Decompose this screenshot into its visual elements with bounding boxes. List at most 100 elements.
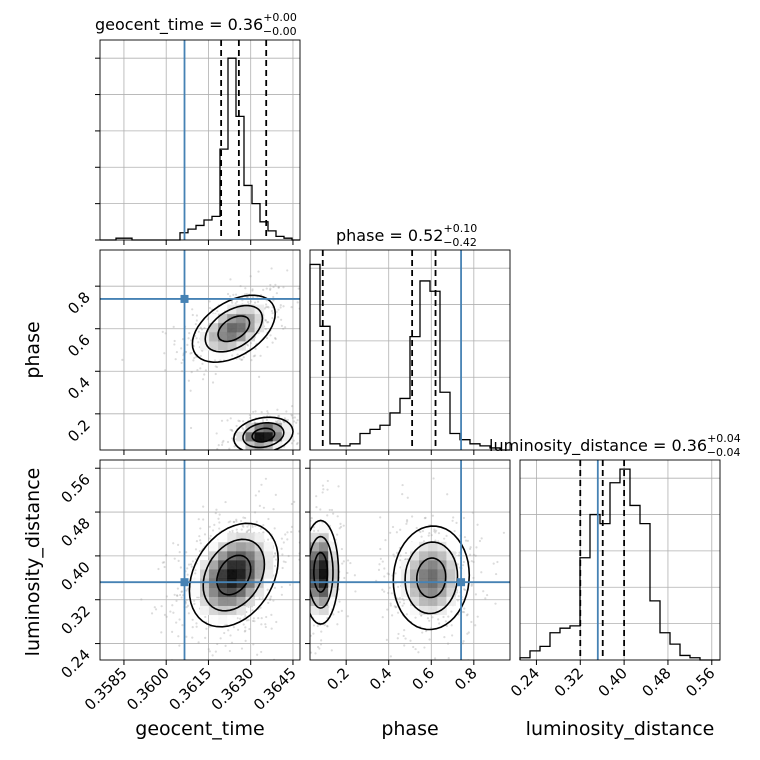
scatter-point <box>318 647 321 650</box>
ylabel-phase: phase <box>22 321 44 378</box>
scatter-point <box>227 629 230 632</box>
scatter-panel-geocent_time-phase: 0.2 0.4 0.6 0.8 <box>64 249 308 463</box>
scatter-point <box>306 435 308 437</box>
density-cell <box>263 550 274 561</box>
scatter-point <box>297 432 300 435</box>
scatter-point <box>445 624 449 628</box>
density-cell <box>236 560 246 570</box>
density-cell <box>254 532 265 543</box>
scatter-point <box>323 623 326 627</box>
scatter-point <box>428 619 431 622</box>
scatter-point <box>205 627 208 630</box>
scatter-point <box>181 624 184 627</box>
scatter-point <box>269 283 272 287</box>
scatter-point <box>406 558 409 561</box>
scatter-point <box>251 525 254 528</box>
scatter-point <box>397 632 400 636</box>
scatter-point <box>271 316 274 320</box>
scatter-point <box>229 520 232 523</box>
scatter-point <box>121 358 124 362</box>
scatter-point <box>282 286 285 289</box>
scatter-point <box>476 523 479 526</box>
scatter-point <box>320 639 323 642</box>
scatter-point <box>395 531 398 534</box>
scatter-point <box>389 604 392 607</box>
scatter-point <box>461 642 465 645</box>
scatter-point <box>307 609 309 611</box>
density-cell <box>328 541 338 552</box>
scatter-point <box>461 564 465 567</box>
scatter-point <box>470 584 473 587</box>
scatter-point <box>346 571 349 575</box>
y-tick-label-luminosity_distance: 0.40 <box>57 558 93 594</box>
scatter-point <box>201 378 205 381</box>
scatter-point <box>424 630 428 633</box>
scatter-point <box>437 532 441 535</box>
density-cell <box>209 605 219 616</box>
scatter-point <box>427 534 430 537</box>
scatter-point <box>396 597 399 600</box>
scatter-point <box>337 610 340 614</box>
scatter-point <box>450 624 453 627</box>
scatter-point <box>266 452 268 454</box>
density-cell <box>227 614 237 625</box>
scatter-point <box>221 461 223 463</box>
scatter-point <box>195 625 198 628</box>
scatter-point <box>186 567 189 570</box>
scatter-point <box>177 559 180 562</box>
scatter-point <box>213 450 215 452</box>
scatter-point <box>277 414 280 418</box>
scatter-point <box>445 534 448 537</box>
scatter-point <box>138 677 140 679</box>
scatter-point <box>275 292 278 295</box>
scatter-point <box>414 616 417 619</box>
scatter-point <box>310 517 313 520</box>
density-cell <box>227 550 237 561</box>
scatter-point <box>401 493 404 496</box>
density-cell <box>209 340 219 351</box>
scatter-point <box>244 456 246 458</box>
scatter-point <box>437 618 440 621</box>
scatter-point <box>238 617 242 620</box>
scatter-point <box>349 561 352 565</box>
scatter-point <box>214 512 217 515</box>
density-cell <box>227 587 237 597</box>
scatter-point <box>286 531 289 534</box>
scatter-point <box>464 588 467 592</box>
scatter-point <box>242 428 245 431</box>
scatter-point <box>200 328 204 331</box>
scatter-point <box>153 606 156 609</box>
scatter-point <box>228 447 231 450</box>
scatter-point <box>274 420 278 423</box>
scatter-point <box>214 365 217 368</box>
scatter-point <box>260 650 263 654</box>
density-cell <box>328 587 338 597</box>
y-tick-label-phase: 0.8 <box>64 288 94 318</box>
scatter-point <box>243 293 247 296</box>
contour-line <box>242 422 285 449</box>
scatter-point <box>252 643 255 646</box>
density-cell <box>310 532 320 543</box>
scatter-point <box>476 615 479 618</box>
scatter-point <box>304 569 306 571</box>
scatter-point <box>458 551 461 554</box>
scatter-point <box>444 620 447 623</box>
scatter-point <box>206 318 210 321</box>
density-cell <box>218 614 228 625</box>
scatter-point <box>237 453 239 455</box>
scatter-point <box>463 536 467 539</box>
scatter-point <box>496 560 499 564</box>
scatter-point <box>202 518 205 521</box>
scatter-point <box>280 537 284 540</box>
scatter-point <box>195 319 198 322</box>
density-cell <box>218 331 228 342</box>
scatter-point <box>315 506 318 509</box>
scatter-point <box>258 451 260 453</box>
scatter-point <box>247 302 250 305</box>
scatter-point <box>242 525 245 528</box>
scatter-point <box>293 500 296 503</box>
scatter-point <box>173 339 176 343</box>
scatter-point <box>219 637 222 640</box>
scatter-point <box>277 286 280 289</box>
scatter-point <box>267 306 270 309</box>
